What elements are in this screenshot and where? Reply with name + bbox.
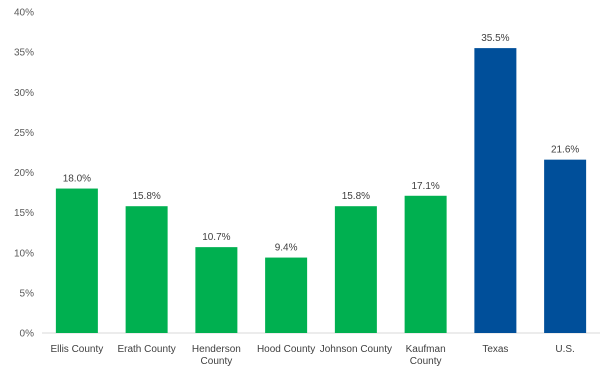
data-label: 21.6% bbox=[551, 145, 579, 156]
x-tick-label: Ellis County bbox=[50, 344, 103, 355]
x-tick-label: Erath County bbox=[117, 344, 175, 355]
y-tick-label: 10% bbox=[14, 248, 34, 259]
data-label: 18.0% bbox=[63, 174, 91, 185]
x-tick-label: Kaufman County bbox=[406, 344, 446, 367]
bar bbox=[55, 188, 98, 333]
data-label: 17.1% bbox=[411, 181, 439, 192]
x-tick-label: Hood County bbox=[257, 344, 315, 355]
bar bbox=[125, 206, 168, 333]
y-tick-label: 30% bbox=[14, 88, 34, 99]
x-tick-label: Henderson County bbox=[192, 344, 241, 367]
bar bbox=[195, 247, 238, 333]
y-tick-label: 5% bbox=[20, 288, 35, 299]
x-tick-label: U.S. bbox=[555, 344, 574, 355]
y-tick-label: 35% bbox=[14, 48, 34, 59]
y-tick-label: 15% bbox=[14, 208, 34, 219]
data-label: 9.4% bbox=[275, 243, 298, 254]
x-tick-label: Johnson County bbox=[320, 344, 392, 355]
data-label: 15.8% bbox=[342, 191, 370, 202]
y-tick-label: 20% bbox=[14, 168, 34, 179]
bar bbox=[265, 257, 308, 333]
bar-series bbox=[55, 48, 587, 334]
bar bbox=[474, 48, 517, 334]
bar bbox=[544, 159, 587, 333]
y-tick-label: 25% bbox=[14, 128, 34, 139]
x-tick-label: Texas bbox=[482, 344, 508, 355]
bar bbox=[404, 195, 447, 333]
data-label: 10.7% bbox=[202, 232, 230, 243]
x-axis: Ellis County Erath County Henderson County H… bbox=[50, 344, 574, 367]
y-tick-label: 40% bbox=[14, 8, 34, 19]
data-label: 35.5% bbox=[481, 33, 509, 44]
bar bbox=[334, 206, 377, 333]
data-labels: 18.0% 15.8% 10.7% 9.4% 15.8% 17.1% 35.5% 21.6% bbox=[63, 33, 580, 253]
y-tick-label: 0% bbox=[20, 329, 35, 340]
y-axis: 0% 5% 10% 15% 20% 25% 30% 35% 40% bbox=[14, 8, 34, 340]
data-label: 15.8% bbox=[132, 191, 160, 202]
